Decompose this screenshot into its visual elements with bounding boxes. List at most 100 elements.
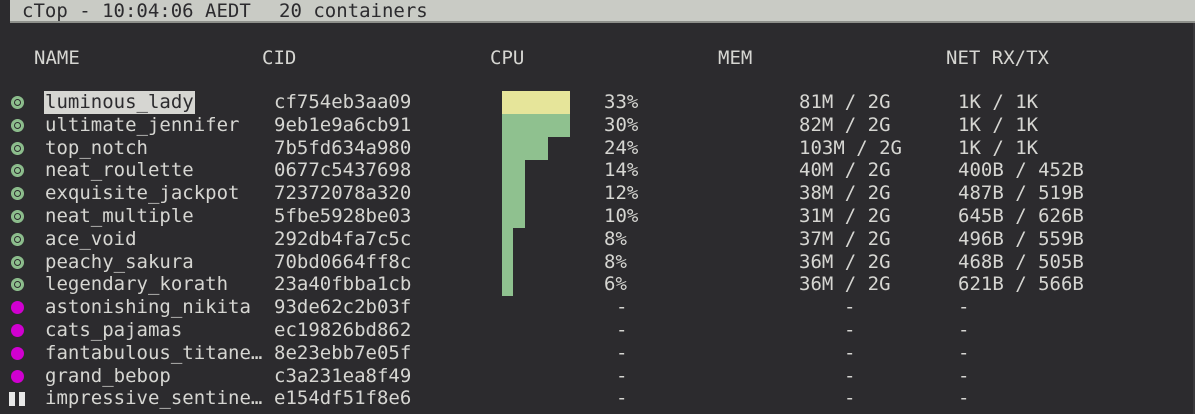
- cpu-bar: [502, 91, 571, 114]
- container-id: cf754eb3aa09: [274, 91, 412, 113]
- container-name: cats_pajamas: [45, 319, 183, 341]
- running-status-icon: [11, 278, 24, 292]
- network-rx-tx: -: [958, 341, 970, 364]
- column-header-mem[interactable]: MEM: [718, 47, 753, 69]
- cpu-percent: -: [616, 296, 628, 319]
- container-name: exquisite_jackpot: [45, 182, 240, 205]
- cpu-percent: 6%: [604, 273, 627, 296]
- network-rx-tx: -: [958, 364, 970, 387]
- container-id: 5fbe5928be03: [274, 205, 412, 227]
- container-id: 8e23ebb7e05f: [274, 341, 412, 364]
- network-rx-tx: 468B / 505B: [958, 250, 1084, 273]
- app-title: cTop - 10:04:06 AEDT: [22, 0, 251, 22]
- memory-usage: -: [844, 387, 856, 410]
- scrollbar: [1193, 23, 1195, 414]
- cpu-bar: [502, 113, 571, 137]
- container-row[interactable]: neat_multiple 5fbe5928be03 10% 31M / 2G 645B…: [0, 205, 1195, 228]
- container-name: astonishing_nikita: [45, 296, 251, 319]
- column-header-cid[interactable]: CID: [262, 47, 297, 69]
- running-status-icon: [11, 187, 24, 201]
- cpu-bar: [502, 136, 548, 160]
- column-header-cpu[interactable]: CPU: [490, 47, 525, 69]
- container-row[interactable]: ultimate_jennifer 9eb1e9a6cb91 30% 82M / 2G…: [0, 113, 1195, 137]
- container-name: neat_roulette: [45, 159, 194, 182]
- running-status-icon: [11, 118, 24, 132]
- cpu-percent: 14%: [604, 159, 639, 182]
- container-id: 72372078a320: [274, 182, 412, 205]
- container-id: 0677c5437698: [274, 159, 412, 182]
- cpu-percent: 8%: [604, 227, 627, 250]
- column-header-net[interactable]: NET RX/TX: [946, 47, 1049, 69]
- container-row[interactable]: grand_bebop c3a231ea8f49 - - -: [0, 365, 1195, 388]
- network-rx-tx: 1K / 1K: [958, 113, 1039, 136]
- cpu-percent: 8%: [604, 250, 627, 273]
- network-rx-tx: -: [958, 296, 970, 319]
- container-name: impressive_sentine…: [45, 387, 263, 410]
- memory-usage: 36M / 2G: [799, 250, 891, 273]
- container-name: fantabulous_titane…: [45, 341, 263, 364]
- container-id: 70bd0664ff8c: [274, 250, 412, 273]
- network-rx-tx: -: [958, 319, 970, 341]
- container-count: 20 containers: [279, 0, 428, 22]
- cpu-bar: [502, 273, 514, 297]
- network-rx-tx: 487B / 519B: [958, 182, 1084, 205]
- container-row[interactable]: impressive_sentine… e154df51f8e6 - - -: [0, 387, 1195, 410]
- memory-usage: 81M / 2G: [799, 91, 891, 113]
- cpu-percent: -: [616, 341, 628, 364]
- column-header-name[interactable]: NAME: [34, 47, 80, 69]
- paused-icon: [9, 392, 27, 407]
- stopped-status-icon: [11, 301, 24, 315]
- container-row[interactable]: neat_roulette 0677c5437698 14% 40M / 2G 400B…: [0, 159, 1195, 183]
- running-status-icon: [11, 141, 24, 155]
- cpu-percent: 24%: [604, 136, 639, 159]
- container-row[interactable]: astonishing_nikita 93de62c2b03f - - -: [0, 296, 1195, 319]
- container-name: legendary_korath: [45, 273, 229, 296]
- container-id: 7b5fd634a980: [274, 136, 412, 159]
- container-name: peachy_sakura: [45, 250, 194, 273]
- cpu-bar: [502, 182, 525, 206]
- container-row[interactable]: legendary_korath 23a40fbba1cb 6% 36M / 2G 62…: [0, 273, 1195, 297]
- container-id: 9eb1e9a6cb91: [274, 113, 412, 136]
- container-row[interactable]: luminous_lady cf754eb3aa09 33% 81M / 2G 1K /…: [0, 91, 1195, 114]
- container-row[interactable]: cats_pajamas ec19826bd862 - - -: [0, 319, 1195, 342]
- network-rx-tx: 400B / 452B: [958, 159, 1084, 182]
- network-rx-tx: -: [958, 387, 970, 410]
- network-rx-tx: 645B / 626B: [958, 205, 1084, 227]
- cpu-percent: 12%: [604, 182, 639, 205]
- container-row[interactable]: peachy_sakura 70bd0664ff8c 8% 36M / 2G 468B …: [0, 250, 1195, 274]
- container-id: c3a231ea8f49: [274, 364, 412, 387]
- container-id: 23a40fbba1cb: [274, 273, 412, 296]
- memory-usage: 40M / 2G: [799, 159, 891, 182]
- container-row[interactable]: ace_void 292db4fa7c5c 8% 37M / 2G 496B / 559…: [0, 227, 1195, 251]
- cpu-percent: -: [616, 387, 628, 410]
- cpu-bar: [502, 205, 525, 228]
- cpu-bar: [502, 159, 525, 183]
- running-status-icon: [11, 164, 24, 178]
- memory-usage: -: [844, 341, 856, 364]
- container-row[interactable]: exquisite_jackpot 72372078a320 12% 38M / 2G…: [0, 182, 1195, 206]
- container-id: e154df51f8e6: [274, 387, 412, 410]
- network-rx-tx: 496B / 559B: [958, 227, 1084, 250]
- container-name: neat_multiple: [45, 205, 194, 227]
- title-bar: cTop - 10:04:06 AEDT 20 containers: [10, 0, 1195, 23]
- container-row[interactable]: top_notch 7b5fd634a980 24% 103M / 2G 1K / 1K: [0, 136, 1195, 160]
- container-name: luminous_lady: [44, 91, 195, 114]
- container-name: top_notch: [45, 136, 148, 159]
- container-name: ultimate_jennifer: [45, 113, 240, 136]
- cpu-percent: 30%: [604, 113, 639, 136]
- memory-usage: -: [844, 364, 856, 387]
- running-status-icon: [11, 210, 24, 223]
- cpu-percent: 10%: [604, 205, 639, 227]
- cpu-percent: -: [616, 364, 628, 387]
- memory-usage: 38M / 2G: [799, 182, 891, 205]
- network-rx-tx: 621B / 566B: [958, 273, 1084, 296]
- container-id: 292db4fa7c5c: [274, 227, 412, 250]
- running-status-icon: [11, 255, 24, 269]
- container-id: ec19826bd862: [274, 319, 412, 341]
- stopped-status-icon: [11, 346, 24, 360]
- container-row[interactable]: fantabulous_titane… 8e23ebb7e05f - - -: [0, 342, 1195, 365]
- memory-usage: 37M / 2G: [799, 227, 891, 250]
- running-status-icon: [11, 96, 24, 109]
- memory-usage: 36M / 2G: [799, 273, 891, 296]
- memory-usage: -: [844, 296, 856, 319]
